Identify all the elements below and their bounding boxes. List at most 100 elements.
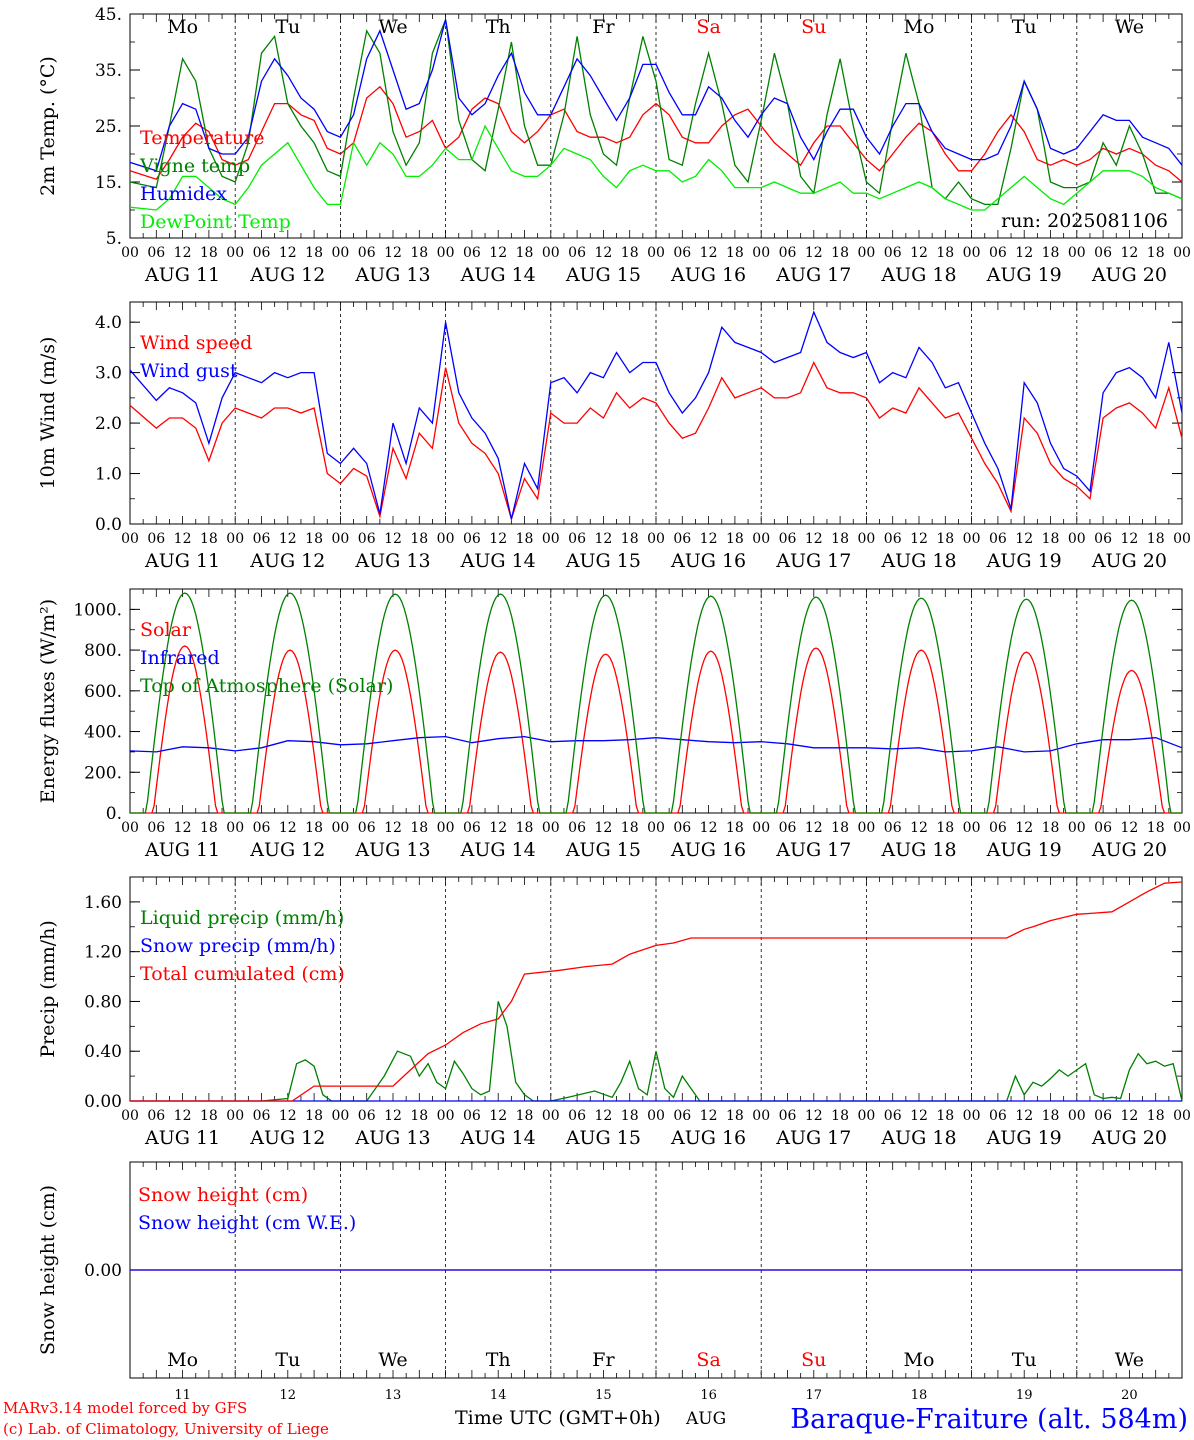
hour-label: 18 xyxy=(305,820,323,836)
hour-label: 00 xyxy=(1173,820,1191,836)
legend-entry: Liquid precip (mm/h) xyxy=(140,907,344,929)
hour-label: 06 xyxy=(147,531,165,547)
date-label: AUG 15 xyxy=(565,1127,641,1149)
hour-label: 12 xyxy=(384,820,402,836)
hour-label: 12 xyxy=(174,531,192,547)
hour-label: 18 xyxy=(831,1108,849,1124)
day-name-bottom: We xyxy=(1115,1349,1144,1371)
y-tick-label: 2.0 xyxy=(95,414,122,434)
day-name-top: Mo xyxy=(904,16,935,38)
hour-label: 06 xyxy=(1094,531,1112,547)
hour-label: 12 xyxy=(489,531,507,547)
hour-label: 18 xyxy=(1042,245,1060,261)
hour-label: 18 xyxy=(410,1108,428,1124)
date-label: AUG 11 xyxy=(144,1127,220,1149)
hour-label: 18 xyxy=(1147,820,1165,836)
hour-label: 12 xyxy=(174,245,192,261)
y-tick-label: 15. xyxy=(95,173,122,193)
hour-label: 06 xyxy=(1094,820,1112,836)
y-tick-label: 1.60 xyxy=(84,893,122,913)
hour-label: 06 xyxy=(884,531,902,547)
hour-label: 18 xyxy=(936,820,954,836)
date-label: AUG 12 xyxy=(249,550,325,572)
date-label: AUG 15 xyxy=(565,550,641,572)
y-tick-label: 25. xyxy=(95,117,122,137)
hour-label: 18 xyxy=(726,531,744,547)
hour-label: 12 xyxy=(1120,245,1138,261)
legend-entry: Humidex xyxy=(140,183,227,205)
date-label: AUG 12 xyxy=(249,264,325,286)
hour-label: 12 xyxy=(279,1108,297,1124)
hour-label: 00 xyxy=(857,531,875,547)
date-label: AUG 20 xyxy=(1091,550,1167,572)
series-line-wind-1 xyxy=(129,310,1183,520)
hour-label: 00 xyxy=(647,531,665,547)
y-tick-label: 0.40 xyxy=(84,1042,122,1062)
hour-label: 18 xyxy=(1147,1108,1165,1124)
hour-label: 00 xyxy=(857,1108,875,1124)
day-number: 11 xyxy=(174,1388,191,1403)
y-tick-label: 4.0 xyxy=(95,313,122,333)
hour-label: 00 xyxy=(1068,245,1086,261)
y-tick-label: 200. xyxy=(84,763,122,783)
panel-precip: 0.00 0.40 0.80 1.20 1.60 Precip (mm/h) 00 06 12 1… xyxy=(37,876,1191,1149)
date-label: AUG 14 xyxy=(460,839,536,861)
legend-entry: Snow height (cm) xyxy=(138,1184,308,1206)
day-number: 15 xyxy=(595,1388,612,1403)
hour-label: 00 xyxy=(121,245,139,261)
hour-label: 06 xyxy=(358,820,376,836)
day-name-top: Mo xyxy=(167,16,198,38)
hour-label: 06 xyxy=(568,245,586,261)
hour-label: 00 xyxy=(542,820,560,836)
hour-label: 06 xyxy=(253,1108,271,1124)
hour-label: 12 xyxy=(700,531,718,547)
day-name-top: Fr xyxy=(592,16,615,38)
series-line-temperature-0 xyxy=(129,85,1183,183)
date-label: AUG 11 xyxy=(144,550,220,572)
hour-label: 00 xyxy=(121,1108,139,1124)
hour-label: 12 xyxy=(1015,1108,1033,1124)
hour-label: 12 xyxy=(384,531,402,547)
hour-label: 12 xyxy=(384,1108,402,1124)
hour-label: 06 xyxy=(673,1108,691,1124)
series-line-energy-2 xyxy=(130,592,1182,814)
hour-label: 12 xyxy=(910,820,928,836)
hour-label: 06 xyxy=(147,820,165,836)
hour-label: 06 xyxy=(779,820,797,836)
date-label: AUG 13 xyxy=(354,1127,430,1149)
hour-label: 06 xyxy=(673,245,691,261)
date-label: AUG 17 xyxy=(775,264,851,286)
date-label: AUG 18 xyxy=(880,1127,956,1149)
hour-label: 18 xyxy=(621,820,639,836)
hour-label: 00 xyxy=(752,1108,770,1124)
legend-entry: Infrared xyxy=(140,647,220,669)
hour-label: 00 xyxy=(437,1108,455,1124)
date-label: AUG 16 xyxy=(670,1127,746,1149)
hour-label: 00 xyxy=(752,531,770,547)
hour-label: 00 xyxy=(331,245,349,261)
hour-label: 06 xyxy=(568,1108,586,1124)
hour-label: 06 xyxy=(673,820,691,836)
day-number: 13 xyxy=(385,1388,402,1403)
day-number: 19 xyxy=(1016,1388,1033,1403)
hour-label: 00 xyxy=(437,820,455,836)
y-tick-label: 5. xyxy=(106,229,122,249)
y-tick-label: 400. xyxy=(84,723,122,743)
hour-label: 18 xyxy=(621,1108,639,1124)
hour-label: 12 xyxy=(910,245,928,261)
hour-label: 06 xyxy=(463,245,481,261)
hour-label: 06 xyxy=(884,820,902,836)
date-label: AUG 19 xyxy=(986,550,1062,572)
panel-temperature: 5. 15. 25. 35. 45. 2m Temp. (°C) 00 06 12 18 00 06 1… xyxy=(37,5,1191,286)
series-line-energy-1 xyxy=(129,735,1183,753)
series-line-temperature-2 xyxy=(129,19,1183,172)
hour-label: 00 xyxy=(437,245,455,261)
date-label: AUG 16 xyxy=(670,839,746,861)
hour-label: 12 xyxy=(700,820,718,836)
hour-label: 18 xyxy=(200,1108,218,1124)
hour-label: 06 xyxy=(884,1108,902,1124)
day-number: 20 xyxy=(1121,1388,1138,1403)
hour-label: 00 xyxy=(647,245,665,261)
hour-label: 12 xyxy=(805,820,823,836)
hour-label: 06 xyxy=(989,820,1007,836)
